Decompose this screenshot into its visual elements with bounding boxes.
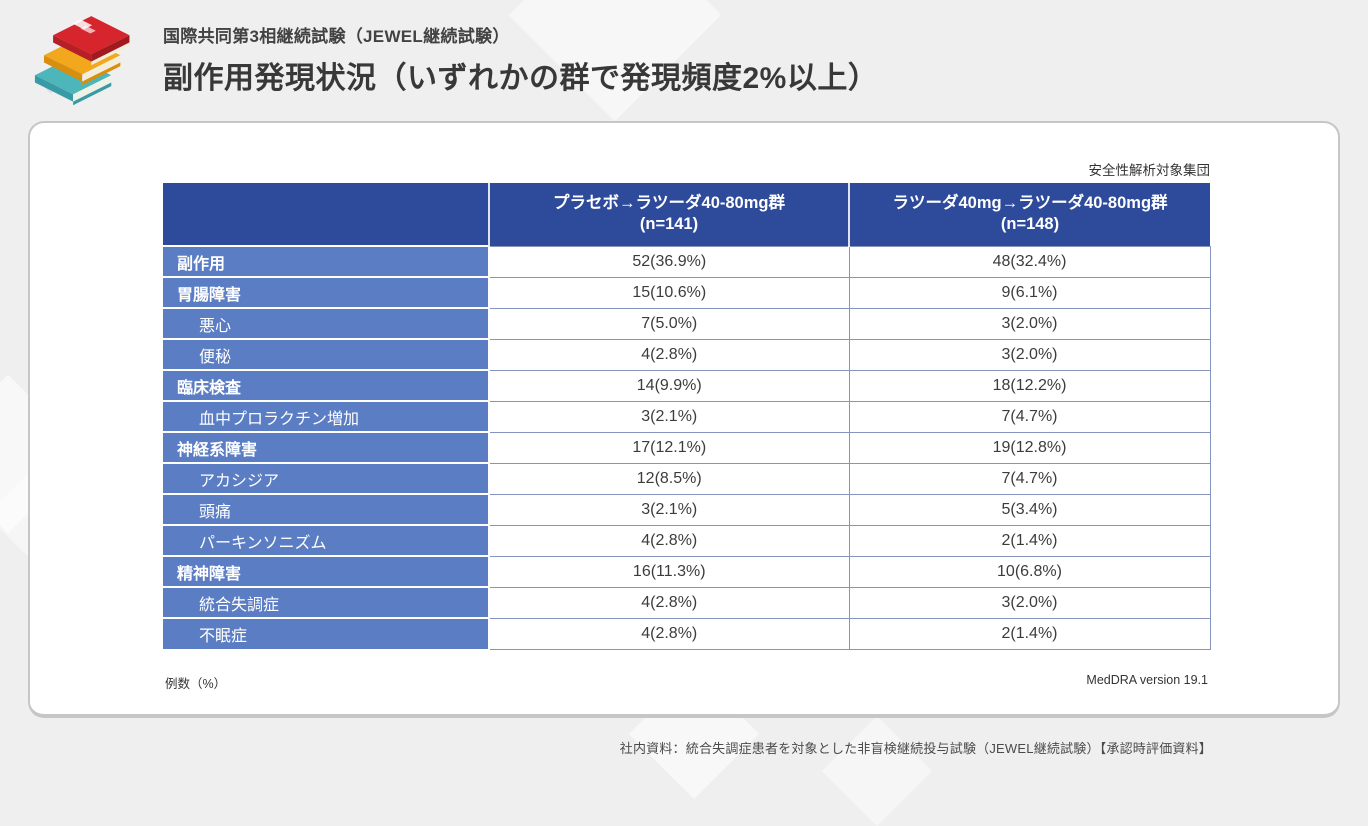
table-row: アカシジア 12(8.5%) 7(4.7%) xyxy=(163,462,1211,494)
column-header-placebo-group: プラセボ→ラツーダ40-80mg群 (n=141) xyxy=(488,183,849,246)
empty-header-cell xyxy=(163,183,489,246)
row-value: 7(4.7%) xyxy=(848,462,1211,494)
row-value: 5(3.4%) xyxy=(848,493,1211,525)
table-row: 血中プロラクチン増加 3(2.1%) 7(4.7%) xyxy=(163,400,1211,432)
table-row: 胃腸障害 15(10.6%) 9(6.1%) xyxy=(163,276,1211,308)
adverse-events-table: プラセボ→ラツーダ40-80mg群 (n=141) ラツーダ40mg→ラツーダ4… xyxy=(163,183,1211,650)
row-label: 頭痛 xyxy=(163,493,490,525)
study-subtitle: 国際共同第3相継続試験（JEWEL継続試験） xyxy=(163,27,510,46)
table-row: 悪心 7(5.0%) 3(2.0%) xyxy=(163,307,1211,339)
footnote-unit: 例数（%） xyxy=(165,677,227,691)
row-value: 48(32.4%) xyxy=(848,245,1211,277)
row-value: 4(2.8%) xyxy=(489,338,849,370)
row-value: 19(12.8%) xyxy=(848,431,1211,463)
title-block: 国際共同第3相継続試験（JEWEL継続試験） 副作用発現状況（いずれかの群で発現… xyxy=(163,22,878,97)
row-label: 臨床検査 xyxy=(163,369,490,401)
table-body: 副作用 52(36.9%) 48(32.4%) 胃腸障害 15(10.6%) 9(6.1%… xyxy=(163,245,1211,650)
row-label: 胃腸障害 xyxy=(163,276,490,308)
books-stack-icon xyxy=(33,8,135,108)
page-title: 副作用発現状況（いずれかの群で発現頻度2%以上） xyxy=(163,62,879,95)
row-value: 4(2.8%) xyxy=(489,586,849,618)
table-row: 便秘 4(2.8%) 3(2.0%) xyxy=(163,338,1211,370)
row-label: パーキンソニズム xyxy=(163,524,490,556)
row-label: 血中プロラクチン増加 xyxy=(163,400,490,432)
footnote-meddra: MedDRA version 19.1 xyxy=(1086,673,1208,687)
table-row: 精神障害 16(11.3%) 10(6.8%) xyxy=(163,555,1211,587)
row-value: 12(8.5%) xyxy=(489,462,849,494)
row-value: 4(2.8%) xyxy=(489,617,849,650)
row-value: 18(12.2%) xyxy=(848,369,1211,401)
row-value: 7(5.0%) xyxy=(489,307,849,339)
column-header-line: プラセボ→ラツーダ40-80mg群 xyxy=(553,194,785,213)
row-value: 17(12.1%) xyxy=(489,431,849,463)
row-value: 9(6.1%) xyxy=(848,276,1211,308)
row-value: 14(9.9%) xyxy=(489,369,849,401)
row-label: 副作用 xyxy=(163,245,490,277)
row-value: 3(2.0%) xyxy=(848,586,1211,618)
table-row: パーキンソニズム 4(2.8%) 2(1.4%) xyxy=(163,524,1211,556)
slide-header: 国際共同第3相継続試験（JEWEL継続試験） 副作用発現状況（いずれかの群で発現… xyxy=(0,0,1368,120)
table-row: 神経系障害 17(12.1%) 19(12.8%) xyxy=(163,431,1211,463)
row-value: 4(2.8%) xyxy=(489,524,849,556)
row-label: アカシジア xyxy=(163,462,490,494)
row-label: 不眠症 xyxy=(163,617,490,649)
column-header-lurasidone-group: ラツーダ40mg→ラツーダ40-80mg群 (n=148) xyxy=(848,183,1210,246)
row-value: 3(2.0%) xyxy=(848,338,1211,370)
row-value: 3(2.1%) xyxy=(489,493,849,525)
row-value: 7(4.7%) xyxy=(848,400,1211,432)
row-label: 精神障害 xyxy=(163,555,490,587)
table-row: 統合失調症 4(2.8%) 3(2.0%) xyxy=(163,586,1211,618)
analysis-population-note: 安全性解析対象集団 xyxy=(1088,163,1211,178)
row-value: 3(2.0%) xyxy=(848,307,1211,339)
row-value: 2(1.4%) xyxy=(848,617,1211,650)
row-value: 15(10.6%) xyxy=(489,276,849,308)
column-header-line: (n=141) xyxy=(639,215,699,234)
table-row: 不眠症 4(2.8%) 2(1.4%) xyxy=(163,617,1211,650)
table-row: 頭痛 3(2.1%) 5(3.4%) xyxy=(163,493,1211,525)
background-diamond xyxy=(821,715,933,826)
row-label: 神経系障害 xyxy=(163,431,490,463)
column-header-line: (n=148) xyxy=(1000,215,1060,234)
table-header-row: プラセボ→ラツーダ40-80mg群 (n=141) ラツーダ40mg→ラツーダ4… xyxy=(163,183,1210,246)
row-value: 2(1.4%) xyxy=(848,524,1211,556)
content-card: 安全性解析対象集団 プラセボ→ラツーダ40-80mg群 (n=141) ラツーダ… xyxy=(28,121,1340,718)
row-value: 16(11.3%) xyxy=(489,555,849,587)
source-citation: 社内資料：統合失調症患者を対象とした非盲検継続投与試験（JEWEL継続試験）【承… xyxy=(619,741,1212,756)
row-label: 便秘 xyxy=(163,338,490,370)
table-row: 副作用 52(36.9%) 48(32.4%) xyxy=(163,245,1211,277)
row-value: 52(36.9%) xyxy=(489,245,849,277)
row-label: 悪心 xyxy=(163,307,490,339)
table-row: 臨床検査 14(9.9%) 18(12.2%) xyxy=(163,369,1211,401)
row-label: 統合失調症 xyxy=(163,586,490,618)
column-header-line: ラツーダ40mg→ラツーダ40-80mg群 xyxy=(892,194,1168,213)
row-value: 3(2.1%) xyxy=(489,400,849,432)
row-value: 10(6.8%) xyxy=(848,555,1211,587)
